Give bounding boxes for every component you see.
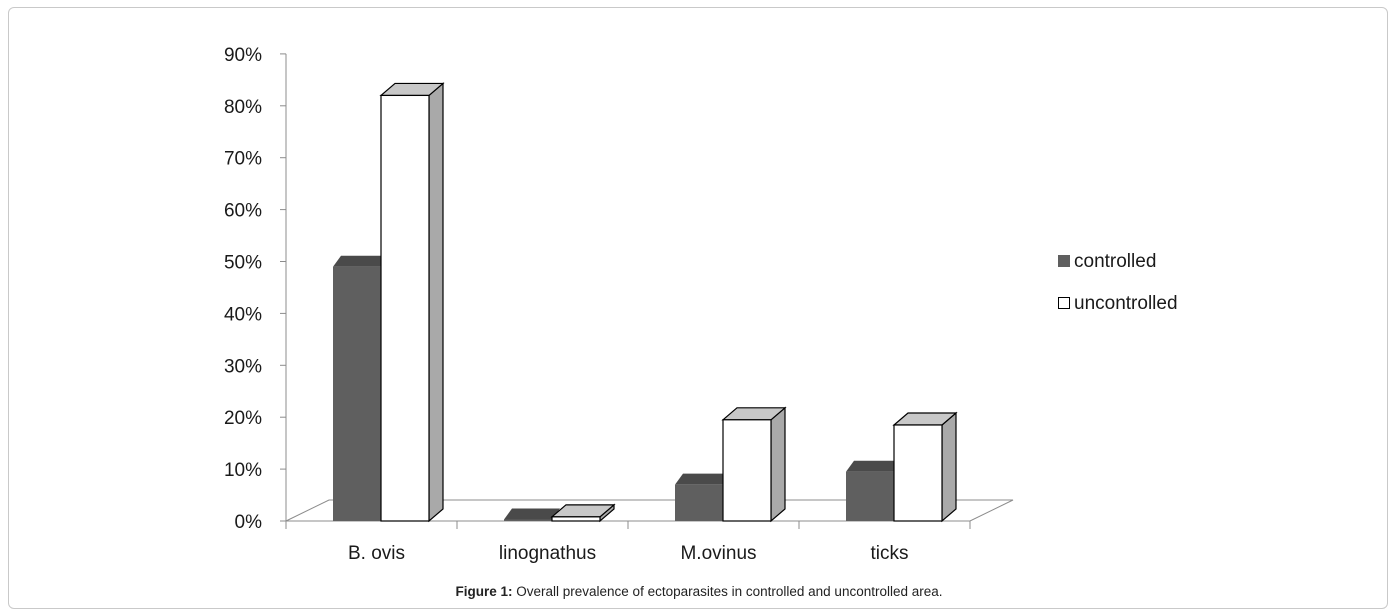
- caption-label: Figure 1:: [455, 584, 513, 599]
- chart-bars: [333, 82, 958, 523]
- bar-controlled-front: [675, 484, 723, 521]
- bar-controlled-front: [846, 471, 894, 521]
- x-category-label: linognathus: [499, 543, 596, 564]
- bar-controlled-front: [504, 519, 552, 521]
- x-category-label: B. ovis: [348, 543, 405, 564]
- y-tick-label: 90%: [224, 45, 262, 66]
- figure-caption: Figure 1: Overall prevalence of ectopara…: [0, 584, 1398, 599]
- y-tick-label: 10%: [224, 460, 262, 481]
- bar-controlled: [333, 255, 389, 521]
- legend-label: uncontrolled: [1074, 293, 1178, 314]
- y-tick-label: 40%: [224, 304, 262, 325]
- chart-labels: 0% 10% 20% 30% 40% 50% 60% 70% 80% 90% B. ovis lino…: [224, 45, 909, 564]
- bar-controlled: [675, 473, 731, 521]
- caption-text: Overall prevalence of ectoparasites in c…: [512, 584, 943, 599]
- y-tick-label: 80%: [224, 97, 262, 118]
- x-category-label: M.ovinus: [680, 543, 756, 564]
- bar-chart: 0% 10% 20% 30% 40% 50% 60% 70% 80% 90% B. ovis lino…: [224, 45, 1178, 564]
- y-tick-label: 60%: [224, 201, 262, 222]
- bar-controlled-top: [675, 473, 731, 485]
- bar-uncontrolled-front: [893, 424, 943, 522]
- bar-uncontrolled-front: [551, 516, 601, 522]
- y-tick-label: 0%: [235, 512, 263, 533]
- bar-controlled-top: [333, 255, 389, 267]
- y-tick-label: 30%: [224, 356, 262, 377]
- y-tick-label: 20%: [224, 408, 262, 429]
- bar-uncontrolled: [379, 82, 445, 523]
- legend-swatch-controlled: [1058, 255, 1070, 267]
- bar-controlled: [846, 460, 902, 521]
- bar-controlled-top: [846, 460, 902, 472]
- bar-uncontrolled-front: [722, 419, 772, 522]
- bar-uncontrolled-front: [380, 94, 430, 522]
- bar-uncontrolled-side: [428, 82, 444, 523]
- bar-uncontrolled-side: [941, 411, 957, 523]
- legend-label: controlled: [1074, 251, 1156, 272]
- bar-uncontrolled-side: [770, 406, 786, 523]
- y-tick-label: 70%: [224, 149, 262, 170]
- bar-uncontrolled: [721, 406, 787, 523]
- legend-swatch-uncontrolled: [1058, 297, 1070, 309]
- bar-controlled-front: [333, 266, 381, 521]
- bar-controlled: [504, 508, 560, 521]
- bar-uncontrolled: [892, 411, 958, 523]
- bar-controlled-top: [504, 508, 560, 520]
- bar-uncontrolled: [550, 503, 616, 523]
- chart-legend: controlled uncontrolled: [1058, 251, 1178, 314]
- y-tick-label: 50%: [224, 253, 262, 274]
- x-category-label: ticks: [871, 543, 909, 564]
